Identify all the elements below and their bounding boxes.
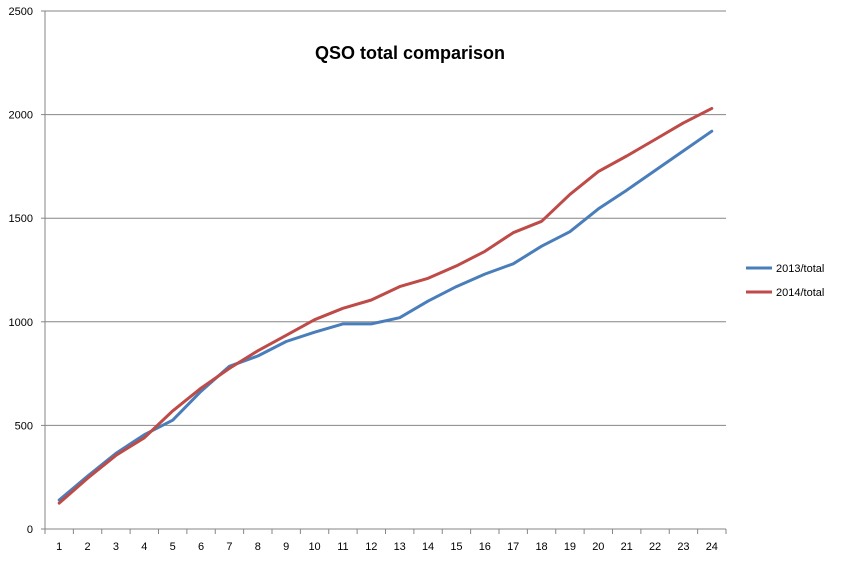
x-tick-label: 9 [283, 541, 289, 553]
x-axis-tick-labels: 1 2 3 4 5 6 7 8 9 10 11 12 13 14 15 16 17 18 19 20 21 22 23 24 [56, 541, 718, 553]
x-tick-label: 3 [113, 541, 119, 553]
x-tick-label: 22 [649, 541, 661, 553]
x-tick-label: 11 [337, 541, 348, 553]
series-line-2014-total [57, 106, 714, 505]
y-tick-label: 2000 [9, 110, 33, 122]
x-tick-label: 21 [621, 541, 633, 553]
x-tick-label: 8 [255, 541, 261, 553]
x-tick-label: 16 [479, 541, 491, 553]
x-tick-label: 5 [170, 541, 176, 553]
y-tick-label: 500 [15, 420, 33, 432]
x-tick-label: 6 [198, 541, 204, 553]
x-tick-label: 15 [450, 541, 462, 553]
x-tick-label: 20 [592, 541, 604, 553]
chart-title: QSO total comparison [315, 43, 505, 63]
legend: 2013/total 2014/total [746, 263, 824, 299]
series-line-2013-total [57, 129, 714, 502]
legend-label: 2013/total [776, 263, 824, 275]
gridlines [45, 10, 726, 426]
x-tick-label: 23 [677, 541, 689, 553]
x-tick-label: 7 [226, 541, 232, 553]
y-tick-label: 2500 [9, 6, 33, 18]
x-tick-label: 2 [85, 541, 91, 553]
x-tick-label: 18 [535, 541, 547, 553]
y-tick-label: 1500 [9, 213, 33, 225]
x-tick-label: 1 [56, 541, 62, 553]
y-tick-label: 1000 [9, 317, 33, 329]
x-tick-label: 17 [507, 541, 519, 553]
x-tick-label: 13 [394, 541, 406, 553]
data-series [57, 106, 714, 505]
x-tick-label: 19 [564, 541, 576, 553]
x-tick-label: 10 [308, 541, 320, 553]
x-tick-label: 24 [706, 541, 718, 553]
legend-label: 2014/total [776, 287, 824, 299]
x-tick-label: 4 [141, 541, 147, 553]
x-tick-label: 14 [422, 541, 434, 553]
axes [41, 10, 727, 534]
x-tick-label: 12 [365, 541, 377, 553]
y-axis-tick-labels: 0 500 1000 1500 2000 2500 [9, 6, 33, 536]
y-tick-label: 0 [27, 524, 33, 536]
